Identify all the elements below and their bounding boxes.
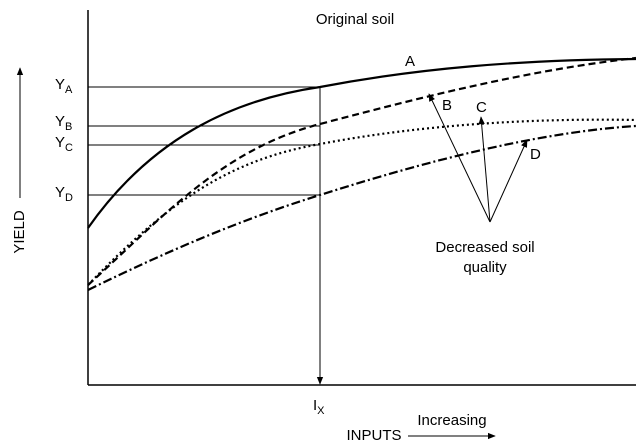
curve-label: D bbox=[530, 146, 541, 163]
marker-sub: X bbox=[317, 405, 325, 417]
level-label: YA bbox=[55, 76, 73, 96]
x-direction: Increasing bbox=[417, 412, 486, 429]
annotation: quality bbox=[463, 259, 507, 276]
level-sub: B bbox=[65, 121, 72, 133]
curve-label: A bbox=[405, 53, 415, 70]
arrow bbox=[428, 93, 491, 223]
level-sub: C bbox=[65, 142, 73, 154]
level-main: Y bbox=[55, 184, 65, 201]
annotation: Decreased soil bbox=[435, 239, 534, 256]
level-main: Y bbox=[55, 113, 65, 130]
level-main: Y bbox=[55, 134, 65, 151]
level-label: YD bbox=[55, 184, 73, 204]
x-axis-label: INPUTS bbox=[346, 427, 401, 444]
input-marker: IX bbox=[313, 397, 325, 417]
curve-d bbox=[87, 124, 636, 291]
marker-main: I bbox=[313, 397, 317, 414]
level-sub: D bbox=[65, 192, 73, 204]
level-label: YB bbox=[55, 113, 72, 133]
title: Original soil bbox=[316, 11, 394, 28]
arrow bbox=[489, 139, 528, 223]
arrow bbox=[478, 116, 491, 223]
level-label: YC bbox=[55, 134, 73, 154]
curve-c bbox=[87, 118, 636, 286]
curve-label: C bbox=[476, 99, 487, 116]
curve-a bbox=[87, 57, 636, 229]
curve-label: B bbox=[442, 97, 452, 114]
level-main: Y bbox=[55, 76, 65, 93]
y-axis-label: YIELD bbox=[11, 210, 28, 254]
level-sub: A bbox=[65, 84, 73, 96]
